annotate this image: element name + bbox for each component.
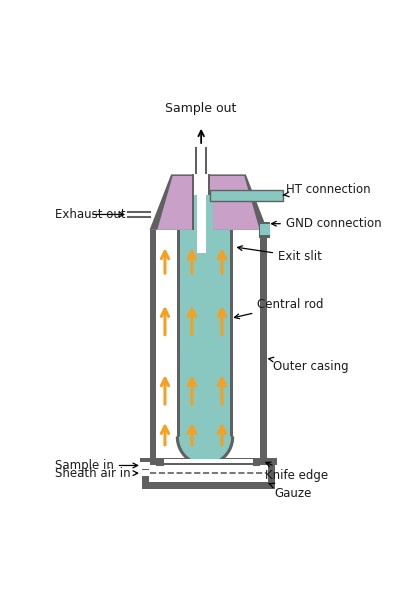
Bar (260, 224, 270, 235)
Text: HT connection: HT connection (283, 182, 370, 197)
Bar (197, 148, 205, 175)
Bar (142, 464, 275, 490)
Bar (259, 222, 270, 238)
Polygon shape (180, 437, 230, 463)
Text: Exit slit: Exit slit (238, 246, 322, 263)
Bar (196, 195, 206, 253)
Bar (149, 464, 268, 482)
Bar (156, 460, 260, 463)
Bar (150, 230, 156, 458)
Bar (208, 175, 210, 230)
Bar (180, 230, 230, 437)
Bar (260, 230, 267, 458)
Bar (192, 175, 194, 230)
Bar (194, 195, 208, 253)
Bar (253, 458, 260, 466)
Bar (156, 230, 260, 458)
Bar (142, 464, 149, 490)
Polygon shape (176, 437, 234, 466)
Text: Gauze: Gauze (269, 483, 312, 500)
Text: Sample in: Sample in (55, 459, 138, 472)
Bar (194, 170, 208, 230)
Text: GND connection: GND connection (272, 217, 382, 230)
Bar (142, 470, 150, 476)
Bar (140, 470, 150, 476)
Polygon shape (157, 176, 260, 230)
Text: Exhaust out: Exhaust out (55, 208, 126, 221)
Bar (142, 463, 150, 469)
Polygon shape (150, 175, 267, 230)
Bar (156, 458, 164, 466)
Bar (195, 148, 207, 175)
Bar (176, 230, 234, 437)
Bar (210, 190, 283, 200)
Bar (140, 458, 277, 464)
Text: Sample out: Sample out (166, 103, 237, 115)
Text: Knife edge: Knife edge (265, 462, 328, 482)
Text: Sheath air in: Sheath air in (55, 467, 138, 479)
Bar (268, 464, 275, 490)
Text: Outer casing: Outer casing (269, 357, 348, 373)
Text: Central rod: Central rod (234, 298, 324, 319)
Bar (207, 195, 214, 236)
Bar (140, 463, 150, 469)
